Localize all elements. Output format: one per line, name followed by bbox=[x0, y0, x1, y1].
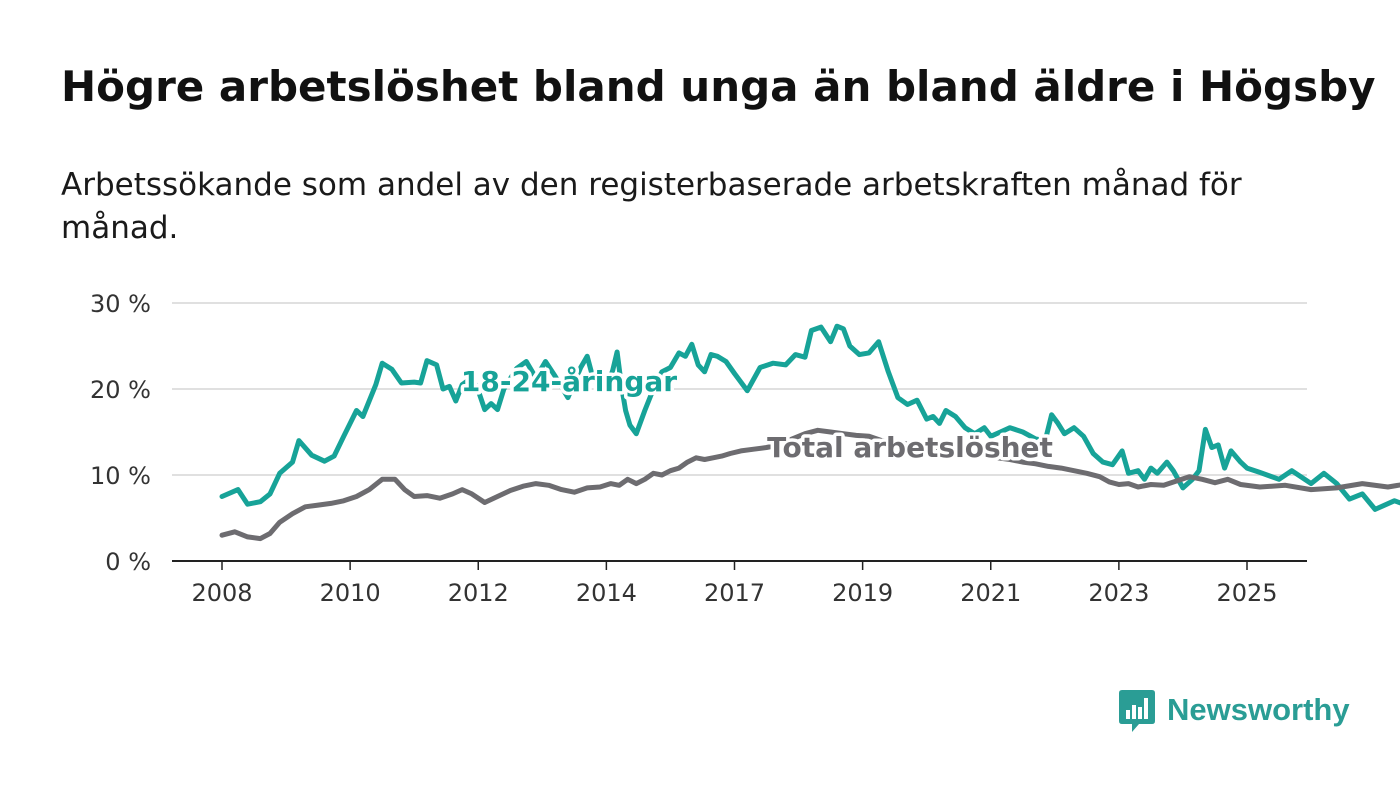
gridlines bbox=[172, 302, 1307, 562]
y-tick-label: 20 % bbox=[90, 376, 151, 404]
x-tick-label: 2019 bbox=[832, 579, 893, 607]
x-tick-label: 2010 bbox=[320, 579, 381, 607]
y-tick-label: 30 % bbox=[90, 290, 151, 318]
x-tick-label: 2014 bbox=[576, 579, 637, 607]
series-labels: 6,8 %9,4 %18-24-åringar18-24-åringarTota… bbox=[457, 362, 1056, 468]
x-axis: 2008 2010 2012 2014 2017 2019 2021 2023 2025 bbox=[191, 561, 1278, 607]
chart-title: Högre arbetslöshet bland unga än bland ä… bbox=[61, 62, 1376, 111]
series-lines bbox=[219, 323, 1400, 542]
newsworthy-chat-bars-icon bbox=[1119, 690, 1155, 732]
chart-subtitle: Arbetssökande som andel av den registerb… bbox=[61, 167, 1242, 246]
x-tick-label: 2023 bbox=[1088, 579, 1149, 607]
x-tick-label: 2012 bbox=[448, 579, 509, 607]
brand-name: Newsworthy bbox=[1167, 692, 1350, 727]
series-label-youth: 18-24-åringar bbox=[461, 365, 677, 398]
y-tick-label: 0 % bbox=[105, 548, 151, 576]
series-label-total: Total arbetslöshet bbox=[767, 431, 1053, 464]
series-label-total-halo: Total arbetslöshet bbox=[767, 431, 1053, 464]
x-tick-label: 2017 bbox=[704, 579, 765, 607]
x-tick-label: 2025 bbox=[1216, 579, 1277, 607]
line-chart: 0 % 10 % 20 % 30 % 2008 2010 2012 2014 2017 2019… bbox=[90, 290, 1400, 607]
series-label-youth-halo: 18-24-åringar bbox=[461, 365, 677, 398]
series-line-total bbox=[219, 427, 1400, 542]
y-tick-label: 10 % bbox=[90, 462, 151, 490]
x-tick-label: 2021 bbox=[960, 579, 1021, 607]
x-tick-label: 2008 bbox=[191, 579, 252, 607]
y-axis-tick-labels: 0 % 10 % 20 % 30 % bbox=[90, 290, 151, 576]
series-line-youth bbox=[219, 323, 1400, 512]
